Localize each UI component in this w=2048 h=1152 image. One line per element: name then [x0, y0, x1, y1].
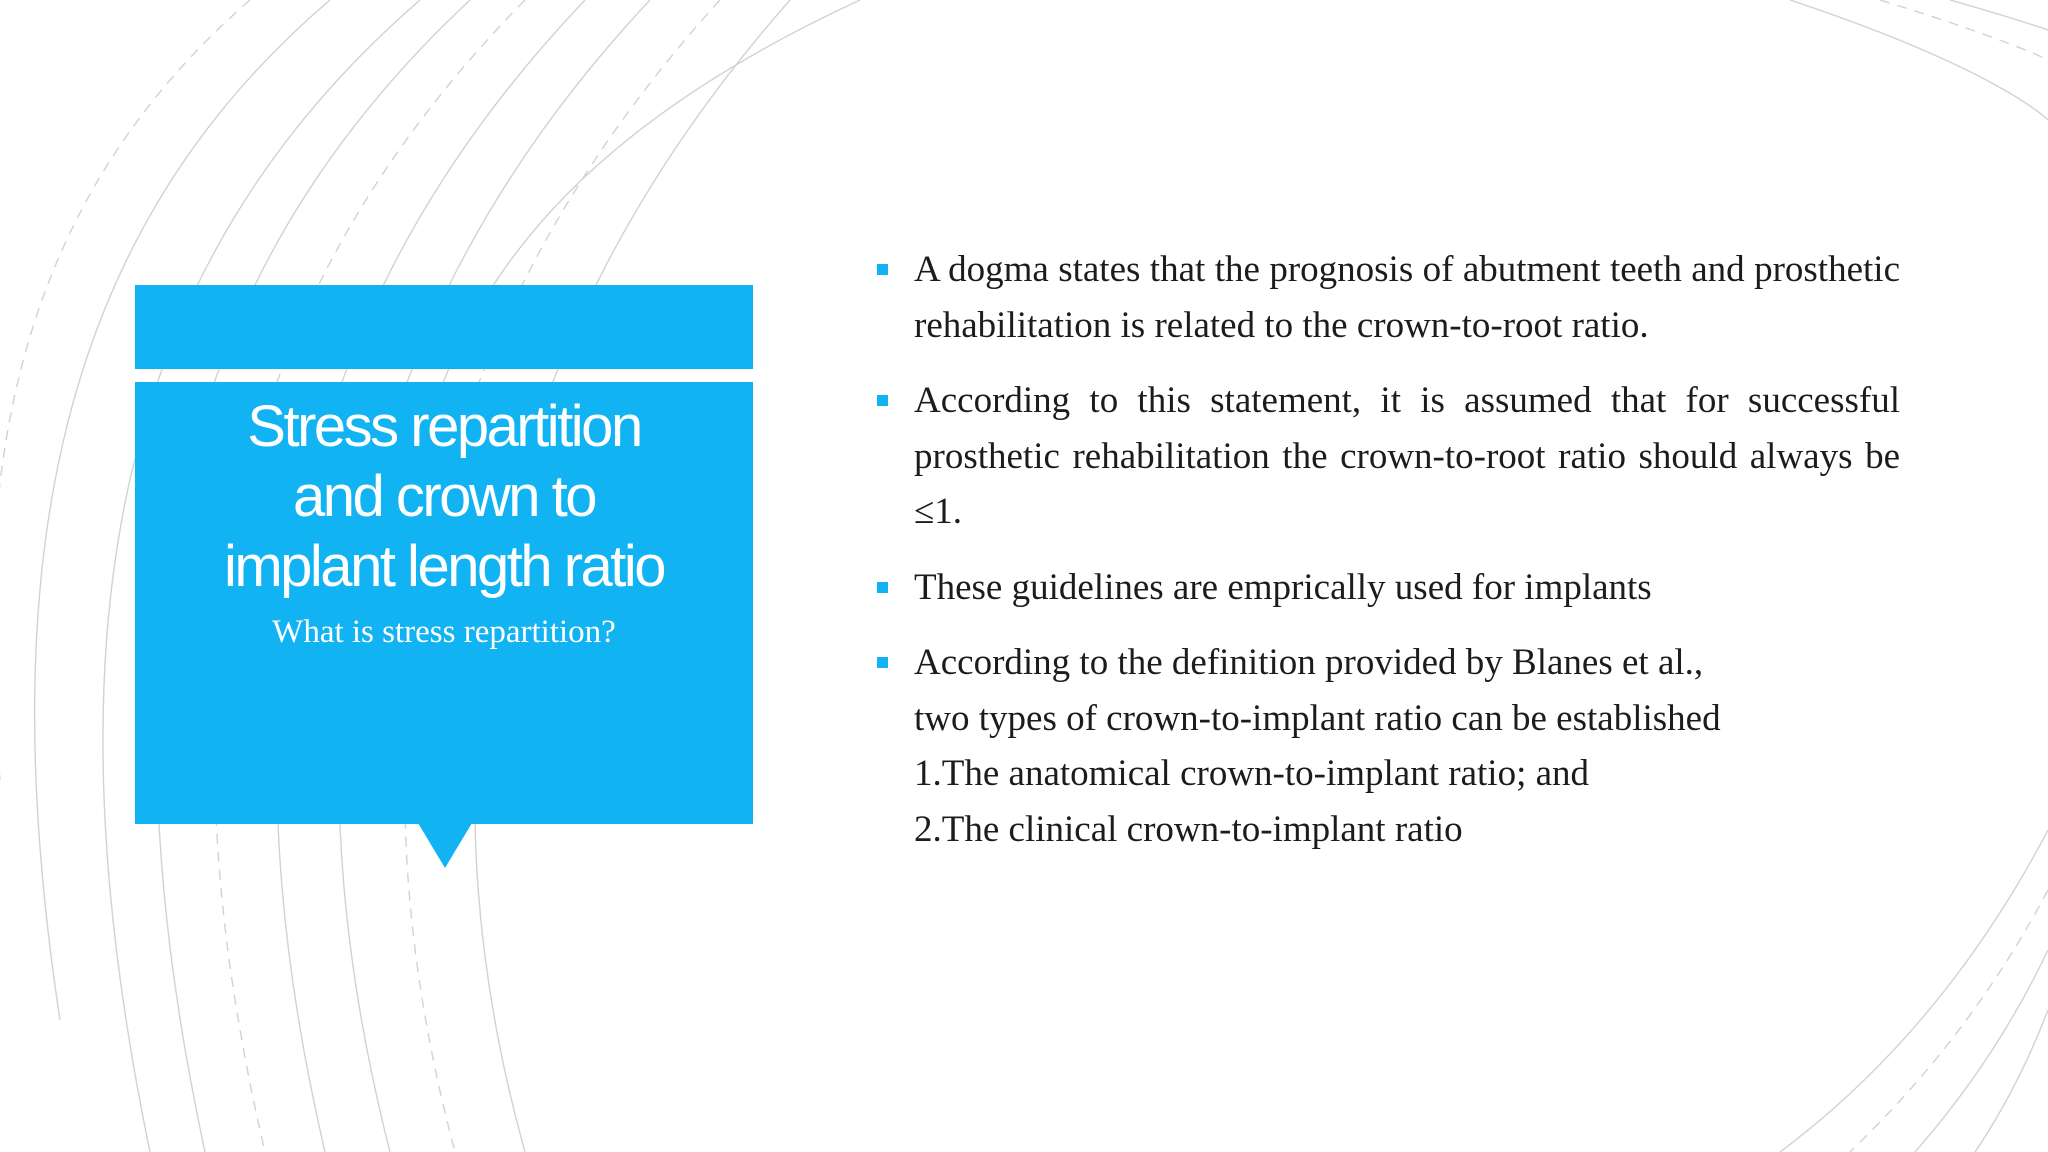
slide-title-line: implant length ratio: [223, 534, 667, 599]
bullet-text: According to this statement, it is assum…: [914, 380, 1900, 532]
bullet-square-icon: [877, 395, 888, 406]
slide-title: Stress repartition and crown to implant …: [135, 392, 753, 602]
bullet-square-icon: [877, 581, 888, 593]
slide-title-line: Stress repartition: [247, 394, 643, 459]
bullet-square-icon: [877, 657, 888, 668]
bullet-text-line: 2.The clinical crown-to-implant ratio: [914, 808, 1463, 850]
bullet-square-icon: [877, 264, 888, 275]
bullet-text: A dogma states that the prognosis of abu…: [914, 249, 1900, 346]
title-box-pointer: [418, 823, 472, 868]
bullet-text-line: two types of crown-to-implant ratio can …: [914, 697, 1721, 739]
bullet-list: A dogma states that the prognosis of abu…: [875, 242, 1900, 877]
bullet-text-line: According to the definition provided by …: [914, 642, 1704, 683]
slide-title-line: and crown to: [292, 464, 598, 529]
bullet-text: These guidelines are emprically used for…: [914, 566, 1652, 608]
bullet-item: A dogma states that the prognosis of abu…: [875, 242, 1900, 353]
title-box: Stress repartition and crown to implant …: [135, 382, 753, 824]
title-accent-bar: [135, 285, 753, 369]
bullet-text-line: 1.The anatomical crown-to-implant ratio;…: [914, 753, 1590, 794]
bullet-item: These guidelines are emprically used for…: [875, 560, 1900, 616]
bullet-item: According to this statement, it is assum…: [875, 373, 1900, 540]
bullet-item: According to the definition provided by …: [875, 635, 1900, 857]
slide-subtitle: What is stress repartition?: [272, 614, 616, 650]
